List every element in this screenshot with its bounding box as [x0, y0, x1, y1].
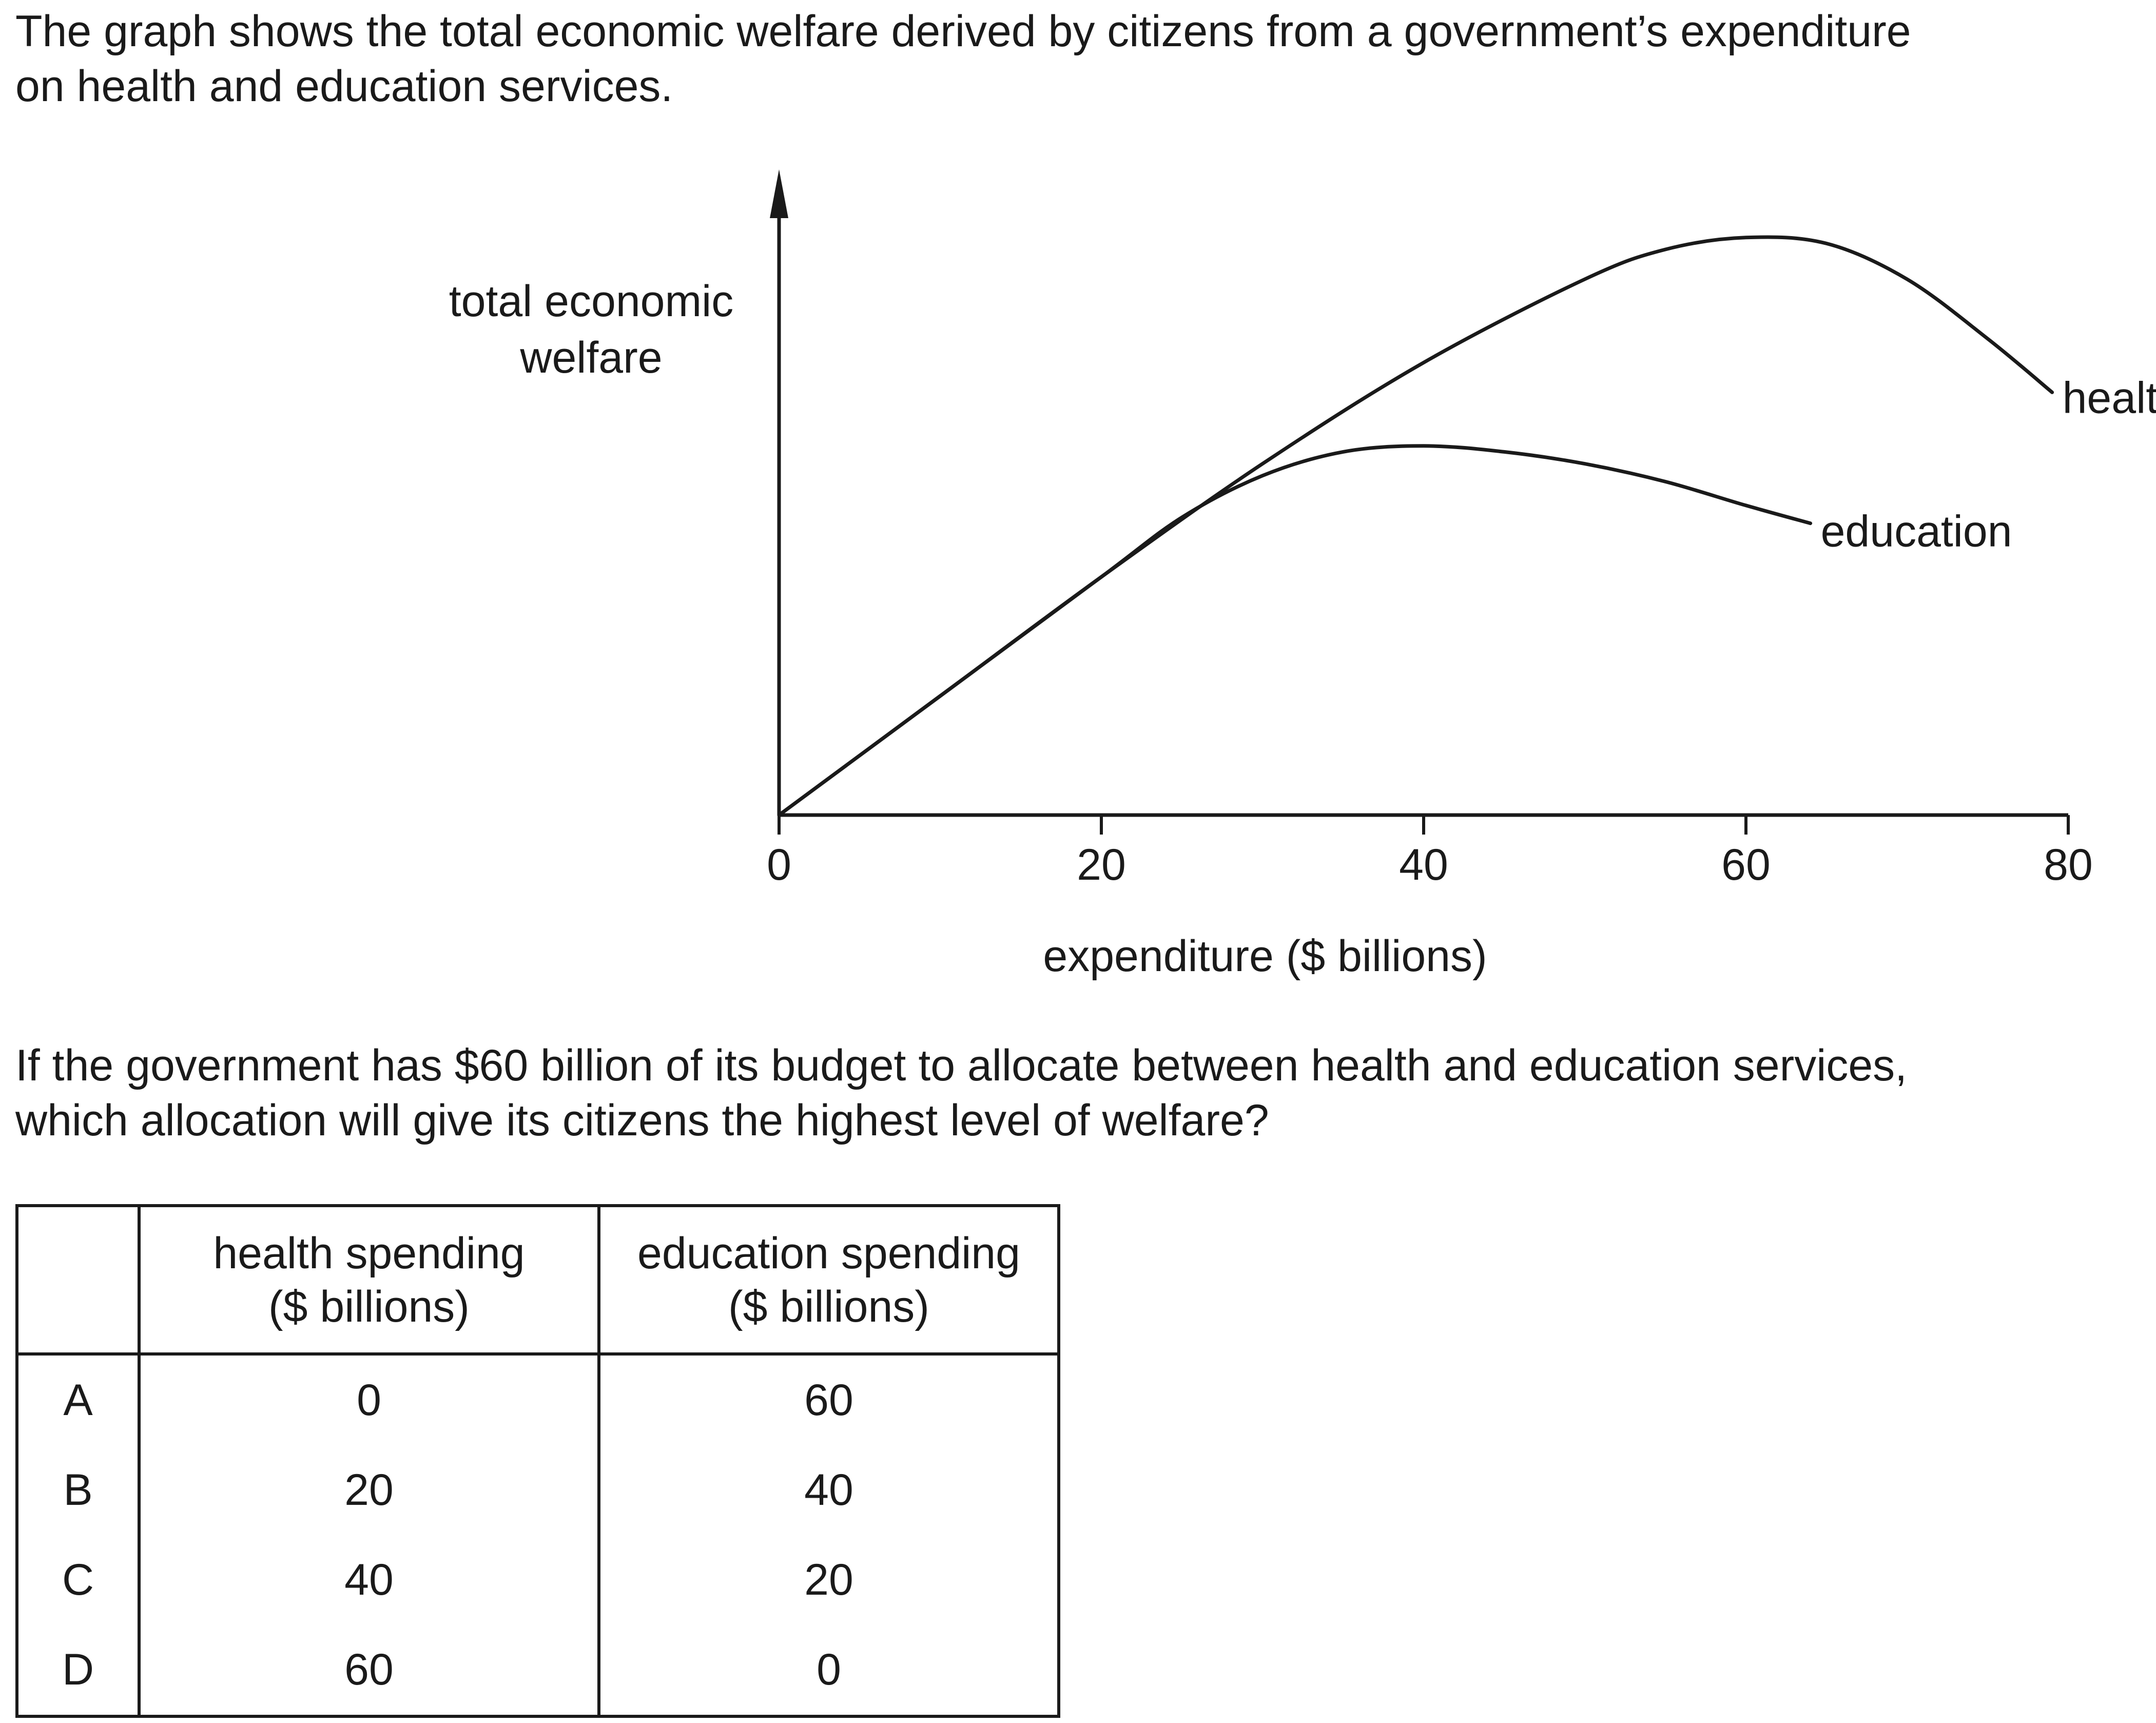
education-header-line-2: ($ billions): [728, 1282, 929, 1331]
question-line-2: which allocation will give its citizens …: [15, 1096, 1269, 1145]
x-tick-label: 40: [1399, 840, 1448, 889]
health-spending-header: health spending ($ billions): [138, 1206, 600, 1356]
education-value: 60: [597, 1354, 1060, 1445]
education-spending-header: education spending ($ billions): [597, 1206, 1060, 1356]
x-tick-label: 60: [1721, 840, 1771, 889]
option-row-a[interactable]: A 0 60: [15, 1354, 1060, 1445]
health-value: 0: [138, 1354, 600, 1445]
y-axis-title-line: welfare: [519, 333, 662, 382]
health-value: 60: [138, 1625, 600, 1716]
health-header-line-2: ($ billions): [268, 1282, 470, 1331]
education-value: 40: [597, 1445, 1060, 1535]
education-value: 20: [597, 1535, 1060, 1625]
chart-series: [777, 235, 2054, 817]
option-letter: D: [15, 1625, 141, 1716]
option-row-c[interactable]: C 40 20: [15, 1535, 1060, 1625]
question-text: If the government has $60 billion of its…: [15, 1038, 1907, 1148]
health-series-label: health: [2063, 373, 2156, 422]
option-letter: B: [15, 1445, 141, 1535]
x-tick-label: 20: [1077, 840, 1126, 889]
option-letter: C: [15, 1535, 141, 1625]
education-header-line-1: education spending: [637, 1228, 1020, 1278]
health-value: 40: [138, 1535, 600, 1625]
question-line-1: If the government has $60 billion of its…: [15, 1041, 1908, 1090]
chart-axes: [770, 169, 2070, 835]
option-header-cell: [15, 1206, 141, 1356]
education-value: 0: [597, 1625, 1060, 1716]
x-tick-label: 80: [2044, 840, 2093, 889]
intro-line-1: The graph shows the total economic welfa…: [15, 7, 1911, 56]
intro-text: The graph shows the total economic welfa…: [15, 4, 1911, 114]
option-row-b[interactable]: B 20 40: [15, 1445, 1060, 1535]
answer-options-table: health spending ($ billions) education s…: [15, 1204, 1060, 1718]
education-series-label: education: [1821, 507, 2012, 556]
education-curve: [777, 444, 1813, 817]
chart-labels: 0 20 40 60 80 expenditure ($ billions) total e…: [449, 277, 2156, 981]
x-axis-title: expenditure ($ billions): [1043, 932, 1487, 981]
health-header-line-1: health spending: [213, 1228, 525, 1278]
y-axis-arrowhead: [770, 169, 788, 218]
option-row-d[interactable]: D 60 0: [15, 1625, 1060, 1716]
welfare-chart: 0 20 40 60 80 expenditure ($ billions) total e…: [449, 169, 2156, 981]
x-tick-label: 0: [767, 840, 791, 889]
intro-line-2: on health and education services.: [15, 62, 673, 111]
option-letter: A: [15, 1354, 141, 1445]
y-axis-title-line: total economic: [449, 277, 734, 326]
health-value: 20: [138, 1445, 600, 1535]
